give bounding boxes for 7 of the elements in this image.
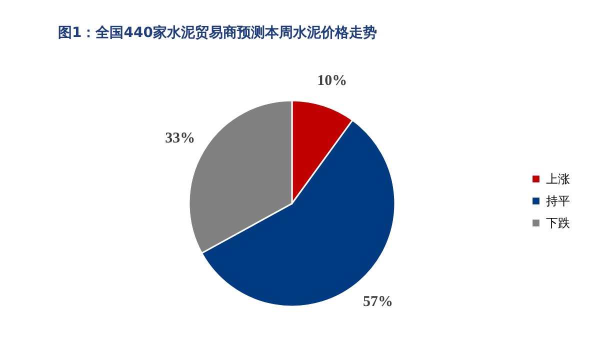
data-label: 33% xyxy=(165,130,196,146)
legend-label: 持平 xyxy=(546,194,570,208)
chart-title: 图1：全国440家水泥贸易商预测本周水泥价格走势 xyxy=(58,24,377,41)
data-label: 10% xyxy=(317,72,348,89)
data-label: 57% xyxy=(362,294,393,310)
legend-label: 上涨 xyxy=(546,172,570,186)
legend-label: 下跌 xyxy=(546,216,570,230)
